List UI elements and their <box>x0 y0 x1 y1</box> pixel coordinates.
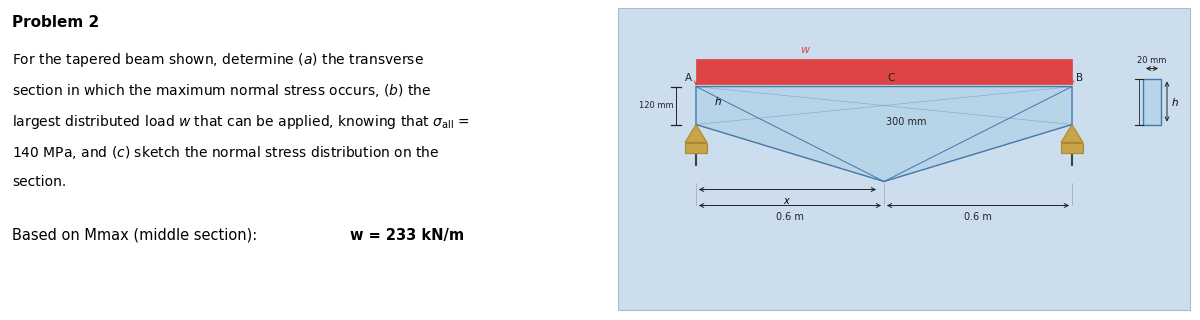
Polygon shape <box>1061 124 1082 142</box>
Text: $h$: $h$ <box>714 94 722 107</box>
Text: 20 mm: 20 mm <box>1138 55 1166 65</box>
Text: section in which the maximum normal stress occurs, ($b$) the: section in which the maximum normal stre… <box>12 82 431 99</box>
Text: B: B <box>1076 73 1084 83</box>
Text: 0.6 m: 0.6 m <box>964 212 992 221</box>
FancyBboxPatch shape <box>618 8 1190 310</box>
Text: 140 MPa, and ($c$) sketch the normal stress distribution on the: 140 MPa, and ($c$) sketch the normal str… <box>12 144 439 161</box>
Text: 300 mm: 300 mm <box>886 117 926 127</box>
Text: Problem 2: Problem 2 <box>12 15 100 30</box>
Text: A: A <box>685 73 692 83</box>
Bar <box>1142 78 1160 124</box>
Bar <box>696 59 1072 84</box>
Text: $x$: $x$ <box>784 196 792 205</box>
Bar <box>685 142 707 153</box>
Bar <box>1061 142 1084 153</box>
Polygon shape <box>696 86 1072 181</box>
Text: C: C <box>887 73 894 83</box>
Text: section.: section. <box>12 175 66 189</box>
Polygon shape <box>685 124 707 142</box>
Text: largest distributed load $w$ that can be applied, knowing that $\sigma_{\mathrm{: largest distributed load $w$ that can be… <box>12 113 470 131</box>
Text: w: w <box>800 44 810 54</box>
Text: 120 mm: 120 mm <box>640 101 674 110</box>
Text: For the tapered beam shown, determine ($a$) the transverse: For the tapered beam shown, determine ($… <box>12 51 424 69</box>
Text: 0.6 m: 0.6 m <box>776 212 804 221</box>
Text: Based on Mmax (middle section):: Based on Mmax (middle section): <box>12 228 262 243</box>
Text: w = 233 kN/m: w = 233 kN/m <box>350 228 464 243</box>
Text: $h$: $h$ <box>1171 95 1178 108</box>
